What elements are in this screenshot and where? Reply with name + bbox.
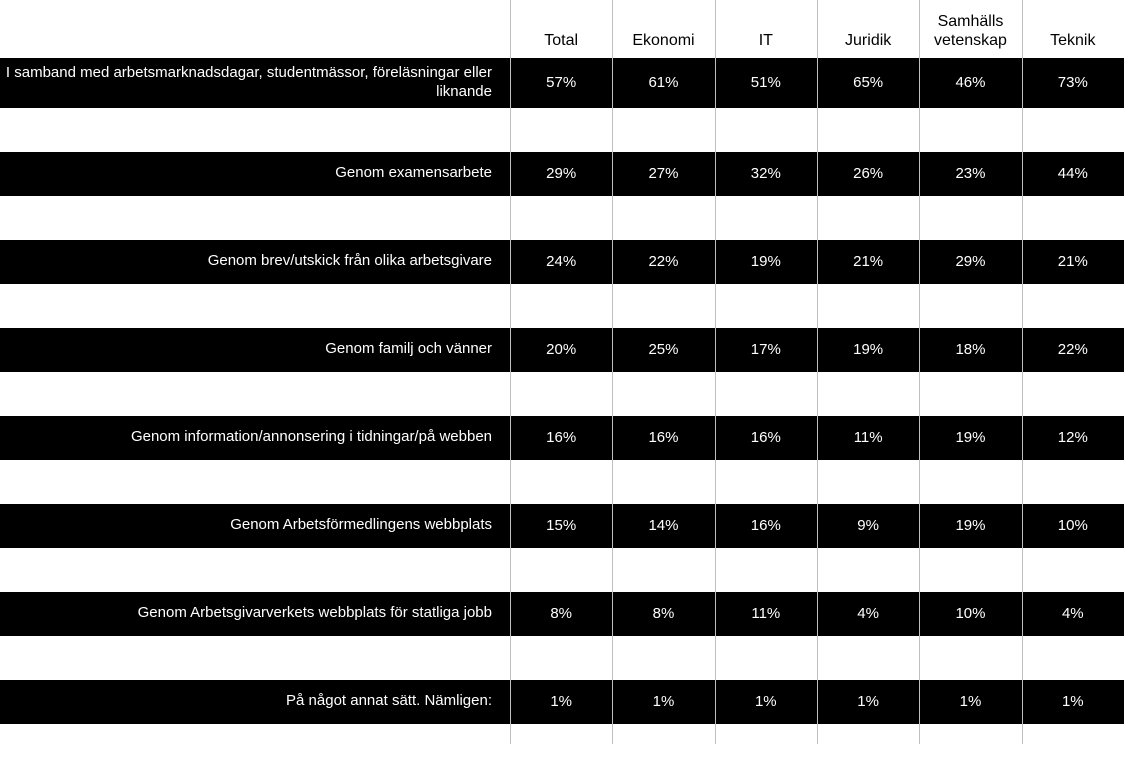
data-cell: 61% [612,74,714,91]
data-cell: 27% [612,165,714,182]
data-cell: 11% [715,605,817,622]
row-gap [0,724,1124,744]
column-separator [817,0,818,744]
data-cell: 10% [1022,517,1124,534]
data-cell: 19% [817,341,919,358]
table-row: Genom brev/utskick från olika arbetsgiva… [0,240,1124,284]
column-separator [1022,0,1023,744]
data-cell: 26% [817,165,919,182]
data-cell: 16% [715,517,817,534]
column-separator [510,0,511,744]
data-cell: 29% [919,253,1021,270]
row-label: Genom information/annonsering i tidninga… [0,428,510,447]
data-cell: 8% [612,605,714,622]
data-cell: 21% [1022,253,1124,270]
column-header: IT [715,32,817,58]
data-cell: 29% [510,165,612,182]
column-header: Juridik [817,32,919,58]
column-header: Samhällsvetenskap [919,13,1021,58]
data-cell: 1% [1022,693,1124,710]
data-cell: 16% [715,429,817,446]
data-cell: 21% [817,253,919,270]
data-cell: 4% [817,605,919,622]
column-separator [612,0,613,744]
data-cell: 51% [715,74,817,91]
table-row: I samband med arbetsmarknadsdagar, stude… [0,58,1124,108]
table-header-row: TotalEkonomiITJuridikSamhällsvetenskapTe… [0,0,1124,58]
data-cell: 24% [510,253,612,270]
data-cell: 15% [510,517,612,534]
data-cell: 32% [715,165,817,182]
data-cell: 1% [612,693,714,710]
data-cell: 1% [715,693,817,710]
data-cell: 19% [715,253,817,270]
data-cell: 25% [612,341,714,358]
data-cell: 20% [510,341,612,358]
row-label: I samband med arbetsmarknadsdagar, stude… [0,64,510,102]
data-cell: 16% [510,429,612,446]
data-cell: 4% [1022,605,1124,622]
data-cell: 65% [817,74,919,91]
data-cell: 16% [612,429,714,446]
data-cell: 14% [612,517,714,534]
data-cell: 44% [1022,165,1124,182]
row-gap [0,372,1124,416]
data-cell: 57% [510,74,612,91]
data-cell: 12% [1022,429,1124,446]
column-header: Teknik [1022,32,1124,58]
row-label: Genom Arbetsgivarverkets webbplats för s… [0,604,510,623]
row-gap [0,636,1124,680]
data-cell: 22% [1022,341,1124,358]
data-cell: 17% [715,341,817,358]
row-gap [0,108,1124,152]
table-row: Genom information/annonsering i tidninga… [0,416,1124,460]
column-header: Total [510,32,612,58]
data-cell: 22% [612,253,714,270]
row-gap [0,460,1124,504]
data-cell: 18% [919,341,1021,358]
table-row: Genom examensarbete29%27%32%26%23%44% [0,152,1124,196]
survey-table: TotalEkonomiITJuridikSamhällsvetenskapTe… [0,0,1124,744]
row-gap [0,196,1124,240]
row-label: Genom Arbetsförmedlingens webbplats [0,516,510,535]
data-cell: 23% [919,165,1021,182]
data-cell: 10% [919,605,1021,622]
column-header: Ekonomi [612,32,714,58]
data-cell: 73% [1022,74,1124,91]
row-gap [0,548,1124,592]
data-cell: 1% [817,693,919,710]
data-cell: 9% [817,517,919,534]
table-row: På något annat sätt. Nämligen:1%1%1%1%1%… [0,680,1124,724]
data-cell: 11% [817,429,919,446]
data-cell: 1% [510,693,612,710]
data-cell: 8% [510,605,612,622]
row-label: Genom brev/utskick från olika arbetsgiva… [0,252,510,271]
table-row: Genom familj och vänner20%25%17%19%18%22… [0,328,1124,372]
column-separator [919,0,920,744]
row-label: Genom familj och vänner [0,340,510,359]
table-row: Genom Arbetsgivarverkets webbplats för s… [0,592,1124,636]
row-gap [0,284,1124,328]
data-cell: 46% [919,74,1021,91]
table-row: Genom Arbetsförmedlingens webbplats15%14… [0,504,1124,548]
row-label: Genom examensarbete [0,164,510,183]
data-cell: 1% [919,693,1021,710]
data-cell: 19% [919,429,1021,446]
data-cell: 19% [919,517,1021,534]
column-separator [715,0,716,744]
row-label: På något annat sätt. Nämligen: [0,692,510,711]
